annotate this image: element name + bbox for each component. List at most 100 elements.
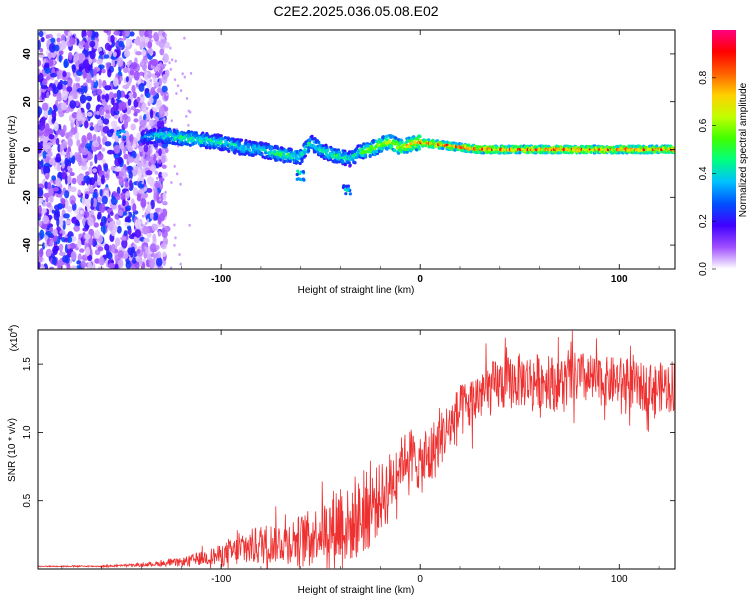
heatmap-ridge-cell [559, 151, 563, 155]
heatmap-noise-cell [83, 85, 88, 94]
heatmap-ridge-cell [331, 155, 335, 159]
heatmap-noise-cell [111, 97, 115, 106]
heatmap-noise-cell [158, 148, 162, 157]
heatmap-ridge-cell [164, 134, 168, 138]
heatmap-noise-cell [183, 75, 186, 79]
heatmap-noise-cell [153, 116, 157, 120]
heatmap-noise-cell [127, 98, 132, 106]
heatmap-noise-cell [164, 63, 167, 67]
heatmap-spot-cell [344, 192, 348, 196]
heatmap-noise-cell [152, 107, 159, 112]
heatmap-noise-cell [120, 236, 127, 241]
heatmap-noise-cell [40, 208, 47, 214]
x-tick-label: -100 [211, 274, 231, 285]
snr-y-multiplier-exp: 4 [8, 328, 15, 332]
heatmap-spot-cell [120, 129, 124, 133]
heatmap-noise-cell [179, 262, 182, 266]
heatmap-noise-cell [156, 257, 163, 267]
heatmap-noise-cell [67, 51, 73, 61]
heatmap-noise-cell [63, 213, 70, 219]
heatmap-noise-cell [147, 41, 153, 49]
heatmap-noise-cell [149, 257, 153, 261]
heatmap-ridge-cell [193, 141, 198, 145]
heatmap-noise-cell [76, 175, 84, 185]
heatmap-noise-cell [103, 118, 110, 125]
heatmap-ridge-cell [234, 138, 238, 142]
heatmap-noise-cell [181, 72, 184, 76]
heatmap-noise-cell [60, 171, 67, 180]
heatmap-ridge-cell [405, 150, 409, 154]
heatmap-noise-cell [90, 197, 94, 206]
heatmap-noise-cell [156, 120, 162, 129]
heatmap-noise-cell [48, 158, 56, 166]
heatmap-noise-cell [117, 250, 124, 259]
heatmap-noise-cell [61, 162, 65, 169]
colorbar-tick-label: 0.8 [698, 70, 709, 84]
heatmap-noise-cell [71, 155, 76, 165]
heatmap-noise-cell [141, 80, 145, 84]
heatmap-ridge-cell [214, 144, 218, 149]
heatmap-ridge-cell [310, 134, 314, 138]
heatmap-noise-cell [101, 94, 106, 100]
heatmap-ridge-cell [366, 144, 370, 148]
heatmap-noise-cell [89, 177, 96, 186]
heatmap-ridge-cell [187, 129, 191, 134]
heatmap-noise-cell [92, 191, 98, 200]
heatmap-noise-cell [41, 91, 45, 100]
heatmap-noise-cell [47, 87, 53, 92]
heatmap-noise-cell [113, 92, 117, 99]
heatmap-noise-cell [62, 71, 67, 78]
heatmap-noise-cell [158, 171, 163, 180]
heatmap-ridge-cell [589, 150, 593, 155]
heatmap-noise-cell [112, 51, 117, 58]
heatmap-noise-cell [126, 165, 133, 171]
heatmap-noise-cell [114, 237, 121, 247]
heatmap-noise-cell [145, 126, 148, 130]
heatmap-noise-cell [133, 70, 140, 81]
heatmap-noise-cell [66, 79, 72, 88]
heatmap-noise-cell [134, 229, 142, 238]
heatmap-ridge-cell [375, 139, 379, 144]
heatmap-noise-cell [149, 109, 154, 119]
heatmap-noise-cell [90, 80, 94, 87]
x-tick-label: 100 [611, 574, 628, 585]
heatmap-noise-cell [100, 174, 105, 185]
colorbar: 0.0 0.2 0.4 0.6 0.8 Normalized spectral ampl… [698, 30, 749, 276]
heatmap-ridge-cell [175, 129, 179, 133]
heatmap-noise-cell [152, 187, 156, 191]
heatmap-noise-cell [161, 148, 165, 152]
heatmap-noise-cell [99, 170, 105, 176]
heatmap-noise-cell [141, 214, 145, 218]
heatmap-noise-cell [52, 256, 57, 266]
heatmap-noise-cell [152, 233, 157, 243]
heatmap-ridge-cell [195, 133, 199, 137]
heatmap-noise-cell [98, 64, 105, 70]
heatmap-noise-cell [113, 144, 121, 154]
heatmap-noise-cell [113, 30, 121, 36]
heatmap-spot-cell [348, 192, 352, 196]
heatmap-ridge-cell [368, 154, 372, 158]
heatmap-noise-cell [139, 39, 144, 50]
heatmap-noise-cell [113, 114, 120, 120]
heatmap-noise-cell [126, 61, 130, 69]
heatmap-noise-cell [179, 89, 183, 93]
heatmap-noise-cell [161, 38, 167, 43]
heatmap-noise-cell [130, 62, 138, 70]
heatmap-noise-cell [146, 111, 150, 121]
heatmap-noise-cell [79, 248, 85, 253]
heatmap-noise-cell [116, 186, 121, 195]
heatmap-noise-cell [87, 261, 93, 269]
heatmap-noise-cell [122, 30, 126, 37]
heatmap-noise-cell [45, 230, 52, 236]
heatmap-noise-cell [82, 59, 90, 70]
heatmap-noise-cell [123, 30, 130, 37]
y-tick-label: 20 [22, 96, 33, 108]
x-tick-label: 0 [417, 274, 423, 285]
heatmap-noise-cell [92, 168, 98, 173]
heatmap-noise-cell [127, 156, 135, 163]
heatmap-noise-cell [161, 227, 166, 234]
heatmap-noise-cell [147, 34, 153, 39]
y-tick-label: -20 [22, 190, 33, 205]
heatmap-ridge-cell [219, 134, 223, 138]
heatmap-ridge-cell [173, 136, 177, 140]
